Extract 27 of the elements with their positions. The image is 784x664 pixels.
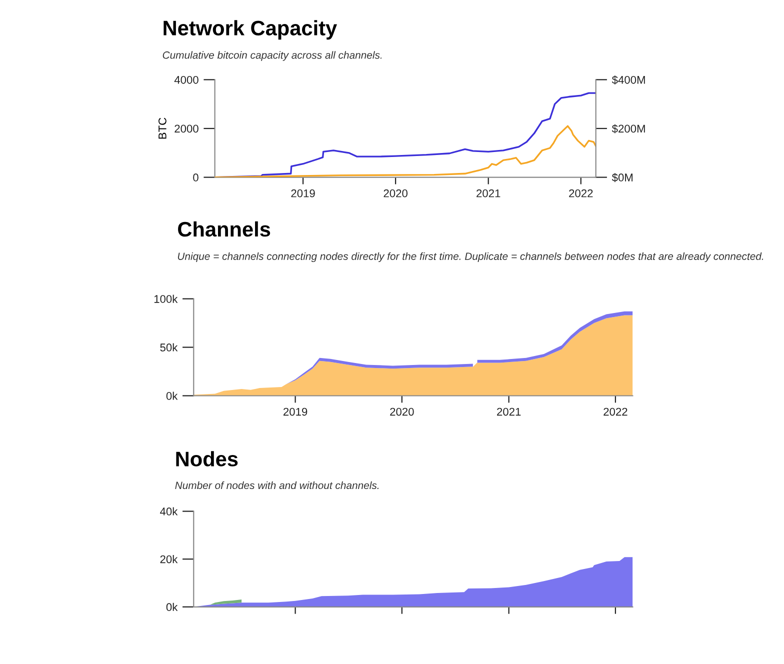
- chart-subtitle: Unique = channels connecting nodes directly for the first time. Duplicate = channels between nodes that are already connected.: [178, 252, 764, 262]
- chart-subtitle: Cumulative bitcoin capacity across all channels.: [162, 51, 382, 61]
- y-tick-label: 0k: [166, 602, 178, 612]
- chart-title: Channels: [178, 221, 270, 237]
- y-tick-label: 40k: [160, 507, 178, 516]
- x-tick-label: 2020: [390, 408, 414, 416]
- x-tick-label: 2019: [291, 189, 315, 198]
- y-tick-label: 100k: [154, 294, 178, 303]
- y-tick-label: 0k: [166, 392, 178, 400]
- chart-subtitle: Number of nodes with and without channels.: [175, 481, 379, 490]
- y-tick-label: 50k: [160, 343, 178, 352]
- y2-tick-label: $0M: [612, 173, 633, 182]
- y2-tick-label: $400M: [612, 75, 645, 84]
- x-tick-label: 2019: [284, 408, 308, 416]
- y-axis-title: BTC: [158, 118, 166, 139]
- x-tick-label: 2021: [497, 408, 521, 416]
- y-tick-label: 2000: [174, 124, 198, 133]
- y-tick-label: 0: [193, 174, 198, 182]
- x-tick-label: 2022: [604, 408, 628, 416]
- y2-tick-label: $200M: [612, 124, 645, 134]
- chart-title: Nodes: [176, 451, 238, 466]
- y-tick-label: 20k: [160, 555, 178, 564]
- x-tick-label: 2022: [569, 189, 593, 198]
- x-tick-label: 2021: [476, 189, 500, 198]
- chart-title: Network Capacity: [164, 20, 337, 40]
- y-tick-label: 4000: [174, 76, 198, 84]
- x-tick-label: 2020: [384, 189, 408, 198]
